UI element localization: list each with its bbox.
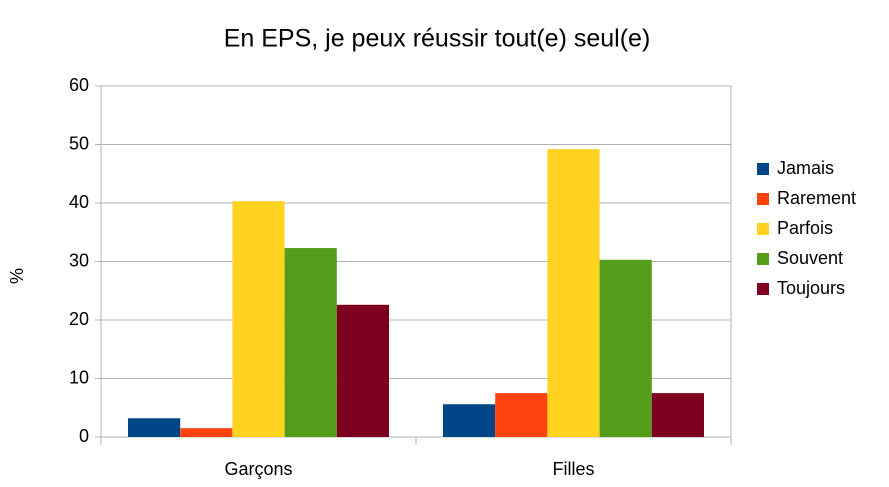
legend-label: Rarement [777, 188, 856, 208]
x-tick-label: Garçons [224, 459, 292, 479]
legend-label: Jamais [777, 158, 834, 178]
legend-swatch [757, 223, 769, 235]
x-tick-label: Filles [552, 459, 594, 479]
bar [651, 393, 704, 437]
bar [336, 304, 389, 437]
bar [547, 149, 600, 437]
legend-swatch [757, 283, 769, 295]
bar [443, 404, 496, 437]
legend-label: Parfois [777, 218, 833, 238]
bar [284, 248, 337, 437]
legend-swatch [757, 163, 769, 175]
bar [180, 428, 233, 437]
legend-label: Toujours [777, 278, 845, 298]
bar [232, 201, 285, 437]
y-tick-label: 10 [69, 367, 89, 387]
legend-swatch [757, 193, 769, 205]
y-tick-label: 0 [79, 426, 89, 446]
y-tick-label: 50 [69, 133, 89, 153]
y-axis-label: % [7, 268, 27, 284]
legend-swatch [757, 253, 769, 265]
y-tick-label: 40 [69, 192, 89, 212]
chart-title: En EPS, je peux réussir tout(e) seul(e) [224, 25, 651, 53]
y-tick-label: 30 [69, 250, 89, 270]
bar [495, 393, 548, 437]
legend-label: Souvent [777, 248, 843, 268]
bar [128, 418, 181, 437]
y-tick-label: 60 [69, 75, 89, 95]
bar [599, 259, 652, 437]
y-tick-label: 20 [69, 309, 89, 329]
